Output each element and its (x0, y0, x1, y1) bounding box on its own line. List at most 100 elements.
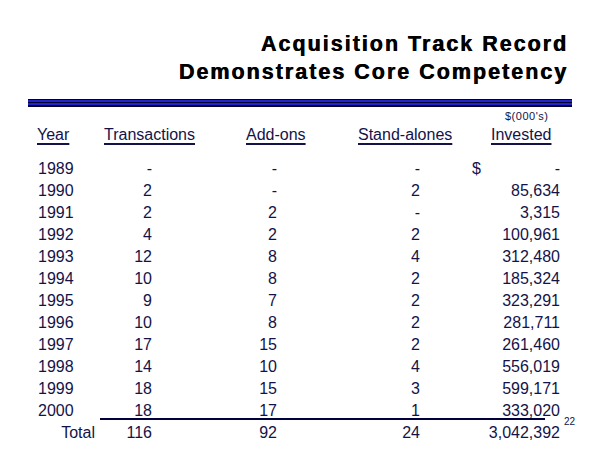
table-row: 1998 14 10 4 556,019 (0, 356, 600, 378)
cell-transactions: - (95, 158, 152, 180)
cell-standalones: 2 (277, 180, 420, 202)
column-header-invested: Invested (491, 126, 551, 144)
cell-year: 1997 (38, 334, 95, 356)
cell-invested-value: 323,291 (502, 290, 560, 312)
cell-standalones: - (277, 158, 420, 180)
cell-transactions: 10 (95, 268, 152, 290)
cell-invested: 100,961 (420, 224, 560, 246)
cell-addons: 8 (152, 268, 277, 290)
cell-invested: 556,019 (420, 356, 560, 378)
currency-symbol: $ (472, 158, 481, 180)
table-body: 1989 - - - $- 1990 2 - 2 85,634 1991 2 2… (0, 158, 600, 422)
cell-invested-value: 281,711 (503, 312, 560, 334)
cell-year: 2000 (38, 400, 95, 422)
cell-addons: 8 (152, 312, 277, 334)
table-row: 1991 2 2 - 3,315 (0, 202, 600, 224)
cell-invested: 312,480 (420, 246, 560, 268)
cell-addons: 10 (152, 356, 277, 378)
cell-invested-value: 85,634 (511, 180, 560, 202)
cell-invested-value: 312,480 (502, 246, 560, 268)
cell-standalones: 3 (277, 378, 420, 400)
table-header-row: Year Transactions Add-ons Stand-alones I… (0, 126, 600, 148)
cell-standalones: 2 (277, 224, 420, 246)
table-row: 1996 10 8 2 281,711 (0, 312, 600, 334)
cell-year: 1995 (38, 290, 95, 312)
cell-transactions: 14 (95, 356, 152, 378)
units-note: $(000's) (505, 110, 548, 122)
total-invested: 3,042,392 (420, 422, 560, 444)
cell-addons: 15 (152, 378, 277, 400)
cell-year: 1992 (38, 224, 95, 246)
cell-invested-value: 185,324 (502, 268, 560, 290)
cell-transactions: 4 (95, 224, 152, 246)
column-header-transactions: Transactions (104, 126, 195, 144)
cell-invested-value: 3,315 (520, 202, 560, 224)
total-standalones: 24 (277, 422, 420, 444)
cell-transactions: 10 (95, 312, 152, 334)
cell-standalones: 2 (277, 312, 420, 334)
cell-year: 1999 (38, 378, 95, 400)
cell-transactions: 12 (95, 246, 152, 268)
column-header-addons: Add-ons (246, 126, 306, 144)
table-row: 1993 12 8 4 312,480 (0, 246, 600, 268)
total-transactions: 116 (95, 422, 152, 444)
cell-standalones: 4 (277, 356, 420, 378)
table-row: 1997 17 15 2 261,460 (0, 334, 600, 356)
page-number: 22 (564, 416, 575, 427)
cell-standalones: 2 (277, 268, 420, 290)
table-total-row: Total 116 92 24 3,042,392 (0, 422, 600, 444)
table-row: 1992 4 2 2 100,961 (0, 224, 600, 246)
cell-invested: $- (420, 158, 560, 180)
cell-addons: 8 (152, 246, 277, 268)
cell-transactions: 2 (95, 180, 152, 202)
cell-addons: 15 (152, 334, 277, 356)
cell-standalones: 4 (277, 246, 420, 268)
cell-invested: 323,291 (420, 290, 560, 312)
cell-standalones: 2 (277, 334, 420, 356)
table-row: 1999 18 15 3 599,171 (0, 378, 600, 400)
table-row: 1995 9 7 2 323,291 (0, 290, 600, 312)
cell-addons: 7 (152, 290, 277, 312)
table-row: 1990 2 - 2 85,634 (0, 180, 600, 202)
table-row: 1989 - - - $- (0, 158, 600, 180)
slide-title: Acquisition Track Record Demonstrates Co… (40, 30, 568, 86)
cell-transactions: 2 (95, 202, 152, 224)
title-line-2: Demonstrates Core Competency (40, 58, 568, 86)
cell-year: 1991 (38, 202, 95, 224)
cell-addons: - (152, 180, 277, 202)
cell-invested: 3,315 (420, 202, 560, 224)
cell-year: 1996 (38, 312, 95, 334)
cell-invested-value: 599,171 (502, 378, 560, 400)
title-line-1: Acquisition Track Record (40, 30, 568, 58)
cell-year: 1990 (38, 180, 95, 202)
table-row: 1994 10 8 2 185,324 (0, 268, 600, 290)
column-header-year: Year (37, 126, 69, 144)
cell-transactions: 18 (95, 378, 152, 400)
cell-transactions: 9 (95, 290, 152, 312)
cell-invested: 281,711 (420, 312, 560, 334)
cell-transactions: 17 (95, 334, 152, 356)
cell-invested: 85,634 (420, 180, 560, 202)
cell-invested: 599,171 (420, 378, 560, 400)
cell-invested: 261,460 (420, 334, 560, 356)
cell-standalones: - (277, 202, 420, 224)
cell-year: 1993 (38, 246, 95, 268)
cell-standalones: 2 (277, 290, 420, 312)
cell-year: 1998 (38, 356, 95, 378)
cell-year: 1994 (38, 268, 95, 290)
cell-invested-value: 100,961 (502, 224, 560, 246)
cell-invested: 185,324 (420, 268, 560, 290)
total-label: Total (38, 422, 95, 444)
total-separator-line (100, 418, 545, 420)
cell-invested-value: 556,019 (502, 356, 560, 378)
cell-addons: 2 (152, 224, 277, 246)
title-divider-rule (28, 99, 572, 107)
cell-addons: 2 (152, 202, 277, 224)
cell-invested-value: - (555, 158, 560, 180)
cell-year: 1989 (38, 158, 95, 180)
cell-addons: - (152, 158, 277, 180)
cell-invested-value: 261,460 (502, 334, 560, 356)
column-header-standalones: Stand-alones (358, 126, 452, 144)
slide: Acquisition Track Record Demonstrates Co… (0, 0, 600, 450)
total-addons: 92 (152, 422, 277, 444)
